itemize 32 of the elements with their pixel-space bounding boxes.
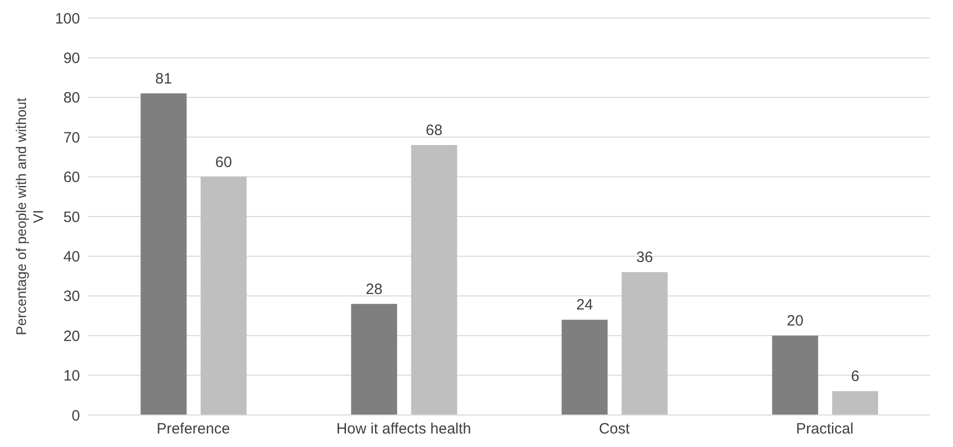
y-tick-label: 70	[63, 129, 80, 146]
bar	[622, 272, 668, 415]
y-tick-label: 80	[63, 90, 80, 107]
bar	[140, 93, 187, 415]
bar	[832, 391, 878, 415]
x-tick-label: Cost	[598, 420, 631, 438]
data-label: 68	[426, 122, 442, 140]
y-tick-label: 20	[63, 328, 80, 345]
x-tick-label: Practical	[796, 420, 854, 438]
y-tick-label: 100	[54, 10, 80, 28]
bar	[200, 176, 247, 415]
bar	[772, 336, 818, 415]
y-axis-title: Percentage of people with and without VI	[13, 98, 46, 336]
data-label: 81	[155, 70, 172, 88]
y-tick-label: 10	[63, 368, 80, 385]
data-label: 24	[576, 296, 593, 314]
bar	[411, 145, 458, 415]
y-tick-label: 50	[63, 208, 80, 226]
bar	[351, 304, 398, 415]
data-label: 36	[636, 249, 653, 266]
y-tick-label: 60	[63, 169, 80, 186]
y-tick-label: 40	[63, 248, 80, 266]
bar	[562, 320, 608, 415]
data-label: 6	[850, 368, 860, 386]
data-label: 20	[786, 312, 804, 330]
y-tick-label: 90	[63, 50, 80, 68]
y-tick-label: 30	[63, 288, 80, 306]
y-tick-label: 0	[72, 407, 80, 424]
x-tick-label: How it affects health	[336, 420, 472, 438]
data-label: 28	[366, 280, 382, 298]
x-tick-label: Preference	[156, 420, 230, 438]
data-label: 60	[215, 154, 232, 171]
